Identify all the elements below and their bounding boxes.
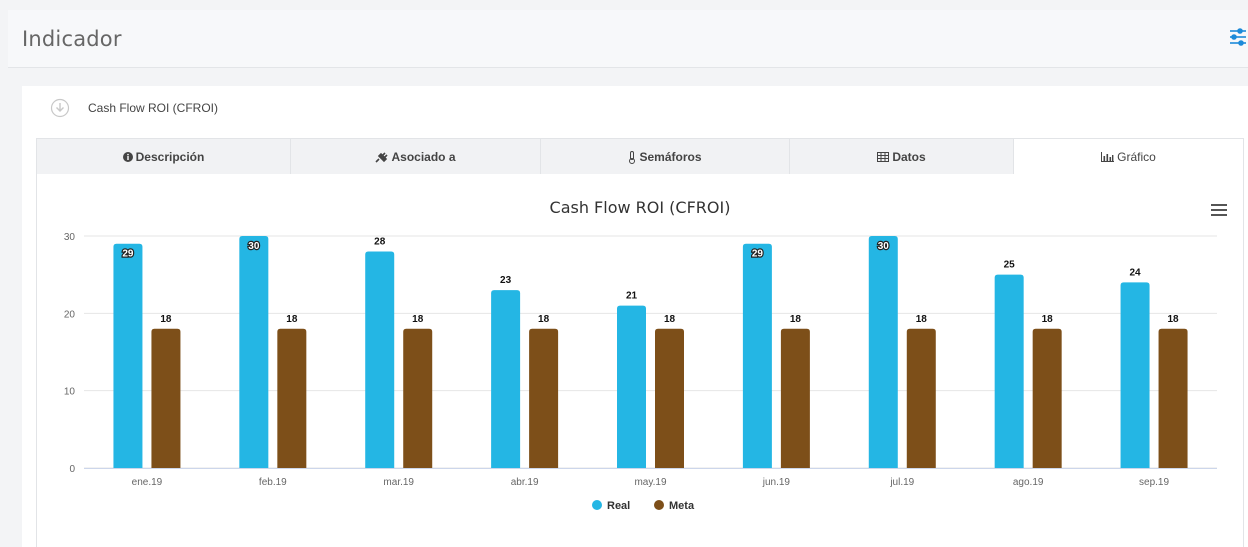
- tab-grafico[interactable]: Gráfico: [1014, 139, 1243, 175]
- info-icon: [122, 152, 133, 162]
- bar-meta: [151, 328, 181, 468]
- legend-marker-real: [592, 500, 602, 510]
- bar-real: [994, 274, 1024, 468]
- table-icon: [877, 152, 890, 162]
- bar-meta: [403, 328, 433, 468]
- bar-real: [1120, 282, 1150, 468]
- y-tick-label: 0: [69, 464, 75, 475]
- bar-real: [742, 243, 772, 468]
- legend-marker-meta: [654, 500, 664, 510]
- bar-meta: [1158, 328, 1188, 468]
- data-label: 23: [500, 275, 512, 286]
- bar-real: [365, 251, 395, 468]
- bar-chart: Cash Flow ROI (CFROI) 0 10 20 30 ene.19 29 18 fe…: [64, 198, 1217, 512]
- sliders-icon[interactable]: [1228, 27, 1248, 47]
- data-label: 21: [626, 291, 638, 302]
- data-label: 18: [664, 314, 676, 325]
- data-label: 29: [122, 249, 134, 260]
- tab-descripcion[interactable]: Descripción: [37, 139, 291, 175]
- bar-meta: [529, 328, 559, 468]
- bar-real: [239, 236, 269, 468]
- data-label: 30: [248, 241, 260, 252]
- bar-real: [491, 290, 521, 468]
- chart-container: Cash Flow ROI (CFROI) 0 10 20 30 ene.19 29 18 fe…: [36, 174, 1244, 547]
- bar-real: [113, 243, 143, 468]
- bar-real: [868, 236, 898, 468]
- y-tick-label: 10: [64, 387, 76, 398]
- tab-datos[interactable]: Datos: [790, 139, 1014, 175]
- x-tick-label: jun.19: [762, 477, 791, 488]
- plug-icon: [375, 151, 389, 163]
- chart-menu-icon[interactable]: [1211, 204, 1227, 218]
- page-header: Indicador: [8, 10, 1248, 68]
- bar-meta: [277, 328, 307, 468]
- x-tick-label: jul.19: [889, 477, 914, 488]
- bar-meta: [906, 328, 936, 468]
- data-label: 18: [1167, 314, 1179, 325]
- x-tick-label: may.19: [634, 477, 666, 488]
- data-label: 30: [878, 241, 890, 252]
- x-tick-label: sep.19: [1139, 477, 1169, 488]
- chart-title: Cash Flow ROI (CFROI): [550, 198, 731, 217]
- bar-real: [617, 305, 646, 468]
- legend-label-meta: Meta: [669, 500, 695, 512]
- tab-label: Datos: [892, 150, 926, 164]
- x-tick-label: abr.19: [511, 477, 539, 488]
- data-label: 18: [412, 314, 424, 325]
- tab-label: Asociado a: [391, 150, 456, 164]
- page-title: Indicador: [22, 27, 122, 51]
- tab-label: Descripción: [135, 150, 205, 164]
- tab-semaforos[interactable]: Semáforos: [541, 139, 790, 175]
- x-tick-label: feb.19: [259, 477, 287, 488]
- y-tick-label: 20: [64, 309, 76, 320]
- bar-meta: [780, 328, 810, 468]
- y-tick-label: 30: [64, 232, 76, 243]
- bar-chart-icon: [1101, 152, 1115, 162]
- data-label: 18: [538, 314, 550, 325]
- data-label: 18: [1042, 314, 1054, 325]
- data-label: 29: [752, 249, 764, 260]
- data-label: 18: [286, 314, 298, 325]
- tab-bar: Descripción Asociado a Semáforos Datos G…: [36, 138, 1244, 175]
- data-label: 24: [1129, 267, 1141, 278]
- indicator-name: Cash Flow ROI (CFROI): [88, 101, 219, 115]
- data-label: 28: [374, 236, 386, 247]
- data-label: 18: [160, 314, 172, 325]
- data-label: 18: [790, 314, 802, 325]
- tab-asociado[interactable]: Asociado a: [291, 139, 541, 175]
- indicator-card: Cash Flow ROI (CFROI) Descripción Asocia…: [22, 86, 1248, 547]
- data-label: 25: [1004, 260, 1016, 271]
- x-tick-label: ene.19: [132, 477, 163, 488]
- bar-meta: [655, 328, 684, 468]
- data-label: 18: [916, 314, 928, 325]
- tab-label: Semáforos: [639, 150, 702, 164]
- indicator-row: Cash Flow ROI (CFROI): [50, 96, 218, 120]
- circle-arrow-down-icon[interactable]: [50, 98, 70, 118]
- thermometer-icon: [629, 150, 636, 164]
- x-tick-label: ago.19: [1013, 477, 1044, 488]
- legend-label-real: Real: [607, 500, 630, 512]
- x-tick-label: mar.19: [383, 477, 414, 488]
- bar-meta: [1032, 328, 1062, 468]
- tab-label: Gráfico: [1117, 150, 1156, 164]
